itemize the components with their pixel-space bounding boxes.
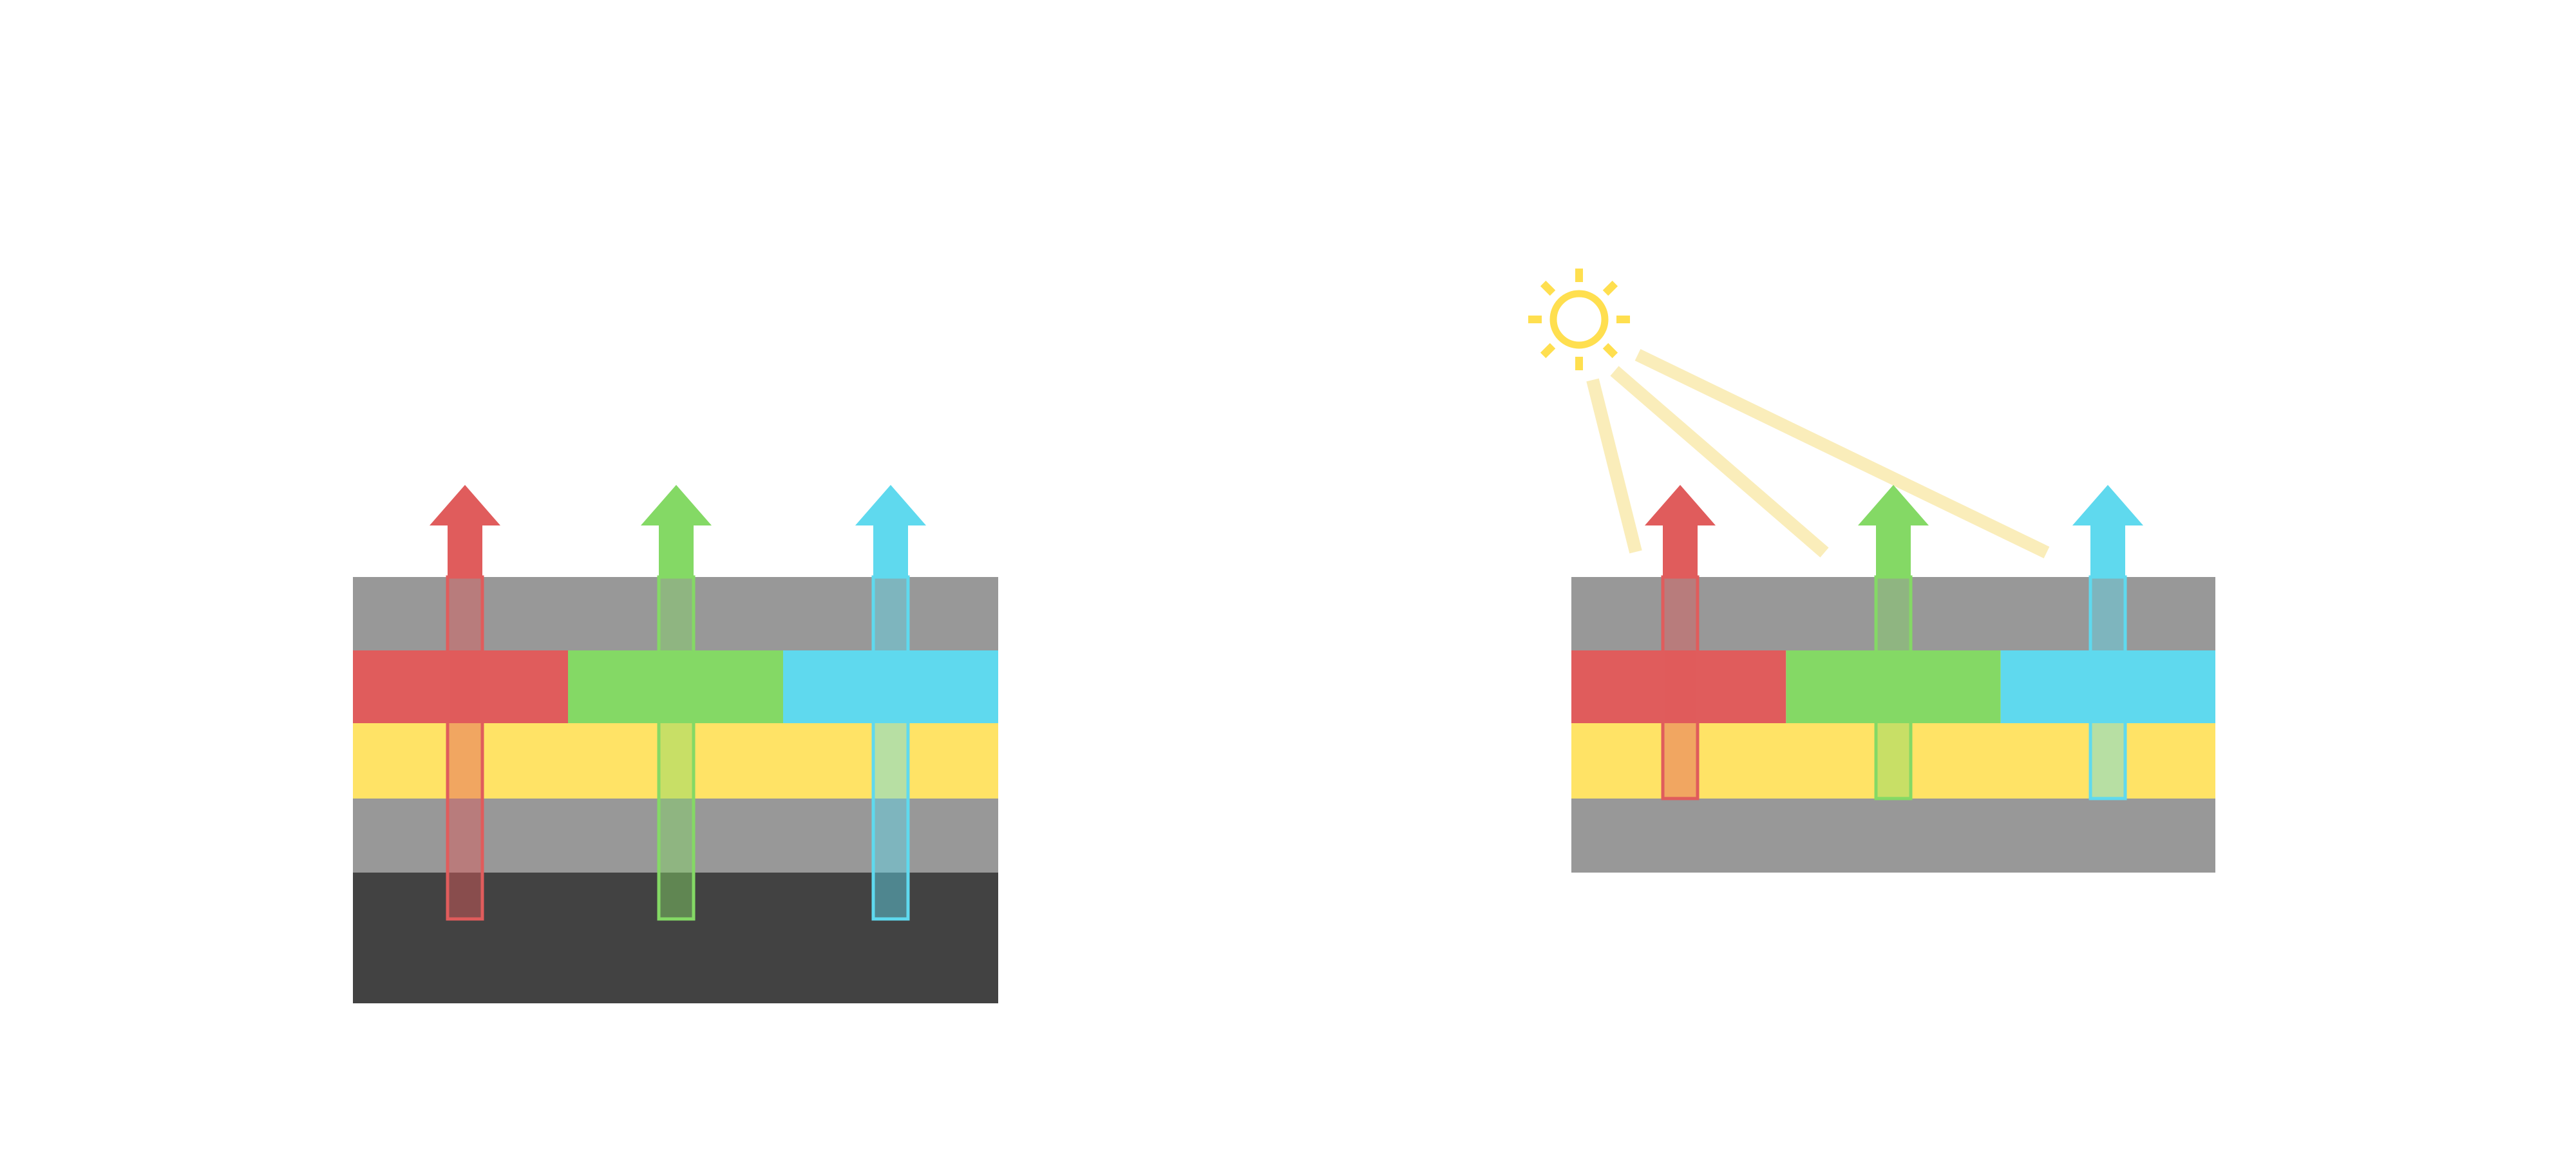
sun-ray-tick bbox=[1540, 343, 1556, 359]
stack-layer-substrate bbox=[1571, 799, 2215, 873]
stack-layer-backplane bbox=[353, 873, 998, 1003]
stack-layer-emitter bbox=[1571, 723, 2215, 799]
sun-icon bbox=[1528, 269, 1630, 370]
stack-layer-cover-top bbox=[353, 577, 998, 650]
stack-layer-substrate bbox=[353, 799, 998, 873]
arrow-tail-through-stack bbox=[2088, 575, 2127, 800]
emitted-light-arrow-green bbox=[641, 485, 712, 921]
emitted-light-arrow-red bbox=[430, 485, 500, 921]
stack-layer-cover-top bbox=[1571, 577, 2215, 650]
reflected-light-arrow-green bbox=[1858, 485, 1929, 800]
stack-layer-emitter bbox=[353, 723, 998, 799]
sunlight-ray-1 bbox=[1586, 378, 1642, 554]
reflected-light-arrow-red bbox=[1645, 485, 1716, 800]
arrow-tail-through-stack bbox=[446, 575, 484, 921]
arrow-head bbox=[1858, 485, 1929, 577]
arrow-head bbox=[2072, 485, 2143, 577]
emissive-display-panel bbox=[353, 485, 998, 1003]
arrow-head bbox=[855, 485, 926, 577]
sun-ray-tick bbox=[1602, 280, 1618, 296]
reflective-display-panel bbox=[1528, 269, 2215, 873]
arrow-tail-through-stack bbox=[657, 575, 696, 921]
sunlight-ray-3 bbox=[1634, 348, 2050, 559]
sun-disc bbox=[1549, 290, 1609, 349]
subpixel-green bbox=[1786, 650, 2001, 723]
sun-ray-tick bbox=[1602, 343, 1618, 359]
emitted-light-arrow-blue bbox=[855, 485, 926, 921]
sunlight-ray-2 bbox=[1610, 366, 1829, 558]
subpixel-red bbox=[1571, 650, 1786, 723]
arrow-head bbox=[641, 485, 712, 577]
subpixel-red bbox=[353, 650, 568, 723]
subpixel-blue bbox=[2000, 650, 2215, 723]
sun-ray-tick bbox=[1540, 280, 1556, 296]
arrow-head bbox=[430, 485, 500, 577]
arrow-tail-through-stack bbox=[1661, 575, 1700, 800]
subpixel-blue bbox=[783, 650, 998, 723]
arrow-head bbox=[1645, 485, 1716, 577]
reflected-light-arrow-blue bbox=[2072, 485, 2143, 800]
subpixel-green bbox=[568, 650, 783, 723]
arrow-tail-through-stack bbox=[1874, 575, 1913, 800]
arrow-tail-through-stack bbox=[871, 575, 910, 921]
